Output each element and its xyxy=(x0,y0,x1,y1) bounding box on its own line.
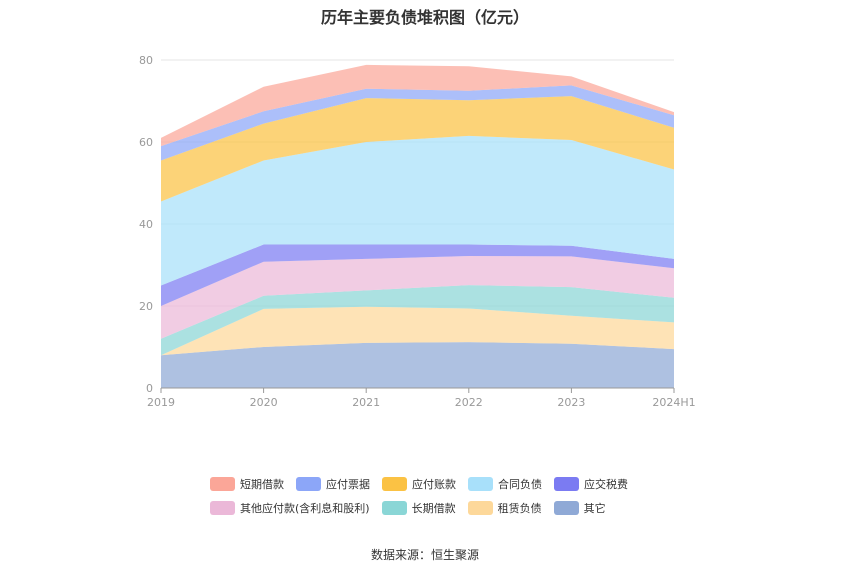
legend-label: 应付票据 xyxy=(326,478,370,491)
area-series-8 xyxy=(161,85,674,161)
legend-label: 应付账款 xyxy=(412,478,456,491)
legend-item[interactable]: 其他应付款(含利息和股利) xyxy=(210,500,370,516)
x-tick-label: 2020 xyxy=(250,396,278,409)
legend-item[interactable]: 租赁负债 xyxy=(467,500,542,516)
legend-label: 其他应付款(含利息和股利) xyxy=(240,502,370,515)
legend-label: 短期借款 xyxy=(240,478,284,491)
area-series-3 xyxy=(161,285,674,356)
legend-swatch xyxy=(210,477,235,491)
legend-item[interactable]: 应付账款 xyxy=(382,476,456,492)
legend-item[interactable]: 短期借款 xyxy=(210,476,284,492)
y-tick-label: 0 xyxy=(146,382,153,395)
x-tick-label: 2023 xyxy=(557,396,585,409)
legend-swatch xyxy=(381,501,407,515)
area-series-9 xyxy=(161,64,674,147)
area-series-6 xyxy=(161,135,674,286)
x-tick-label: 2022 xyxy=(455,396,483,409)
area-series-5 xyxy=(161,244,674,306)
y-tick-label: 20 xyxy=(139,300,153,313)
area-series-1 xyxy=(161,342,674,388)
legend-swatch xyxy=(382,477,407,491)
legend-item[interactable]: 合同负债 xyxy=(468,476,542,492)
legend-item[interactable]: 长期借款 xyxy=(381,500,456,516)
legend-swatch xyxy=(210,501,235,515)
legend-swatch xyxy=(553,501,579,515)
legend-item[interactable]: 应交税费 xyxy=(554,476,628,492)
data-source: 数据来源：恒生聚源 xyxy=(370,548,479,562)
legend-label: 合同负债 xyxy=(498,478,542,491)
legend-item[interactable]: 应付票据 xyxy=(296,476,370,492)
chart-title: 历年主要负债堆积图（亿元） xyxy=(320,8,529,27)
legend-swatch xyxy=(554,477,579,491)
legend-label: 长期借款 xyxy=(411,502,456,515)
area-series-4 xyxy=(161,256,674,339)
legend-swatch xyxy=(468,477,493,491)
x-tick-label: 2019 xyxy=(147,396,175,409)
y-tick-label: 80 xyxy=(139,54,153,67)
legend-label: 其它 xyxy=(583,502,606,515)
legend-row-2: 其他应付款(含利息和股利) 长期借款 租赁负债 其它 xyxy=(210,496,670,520)
y-tick-label: 60 xyxy=(139,136,153,149)
legend-label: 应交税费 xyxy=(584,478,628,491)
stacked-area-chart: 2019 2020 2021 2022 2023 2024H1 0 20 40 60 80 xyxy=(139,54,696,409)
x-tick-label: 2024H1 xyxy=(652,396,695,409)
legend-swatch xyxy=(467,501,493,515)
legend-row-1: 短期借款 应付票据 应付账款 合同负债 应交税费 xyxy=(210,472,670,496)
x-tick-label: 2021 xyxy=(352,396,380,409)
legend: 短期借款 应付票据 应付账款 合同负债 应交税费 其他应付款(含利息和股利) 长期借款 租赁… xyxy=(210,472,670,520)
y-tick-label: 40 xyxy=(139,218,153,231)
legend-label: 租赁负债 xyxy=(497,502,542,515)
legend-swatch xyxy=(296,477,321,491)
area-series-7 xyxy=(161,96,674,202)
area-series-2 xyxy=(161,306,674,356)
legend-item[interactable]: 其它 xyxy=(553,500,606,516)
